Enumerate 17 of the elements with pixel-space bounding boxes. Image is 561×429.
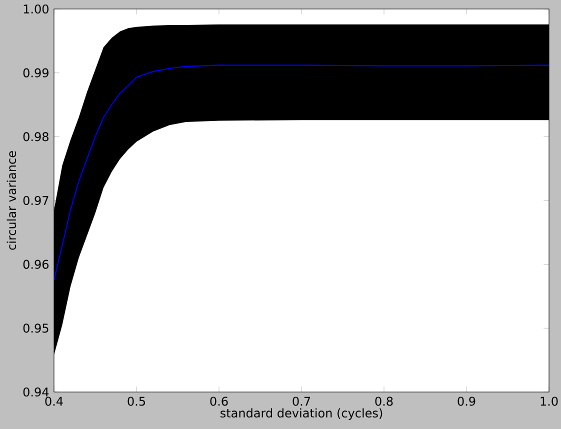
x-tick-label: 0.4	[45, 396, 63, 406]
x-tick-label: 0.6	[210, 396, 228, 406]
x-tick-label: 0.7	[292, 396, 310, 406]
y-tick-label: 0.99	[23, 68, 48, 78]
x-axis-title: standard deviation (cycles)	[220, 408, 382, 420]
y-axis-title: circular variance	[6, 151, 16, 250]
y-tick-label: 0.95	[23, 324, 48, 333]
y-tick-label: 0.97	[23, 196, 48, 206]
y-tick-label: 0.94	[23, 387, 49, 397]
y-tick-label: 0.96	[23, 260, 49, 269]
y-tick-label: 0.98	[23, 132, 48, 142]
x-tick-label: 1.0	[540, 396, 558, 406]
y-tick-label: 1.00	[24, 4, 48, 14]
line-series	[54, 64, 549, 281]
x-tick-label: 0.9	[458, 396, 476, 406]
x-tick-label: 0.5	[128, 396, 145, 406]
x-tick-label: 0.8	[375, 396, 393, 406]
